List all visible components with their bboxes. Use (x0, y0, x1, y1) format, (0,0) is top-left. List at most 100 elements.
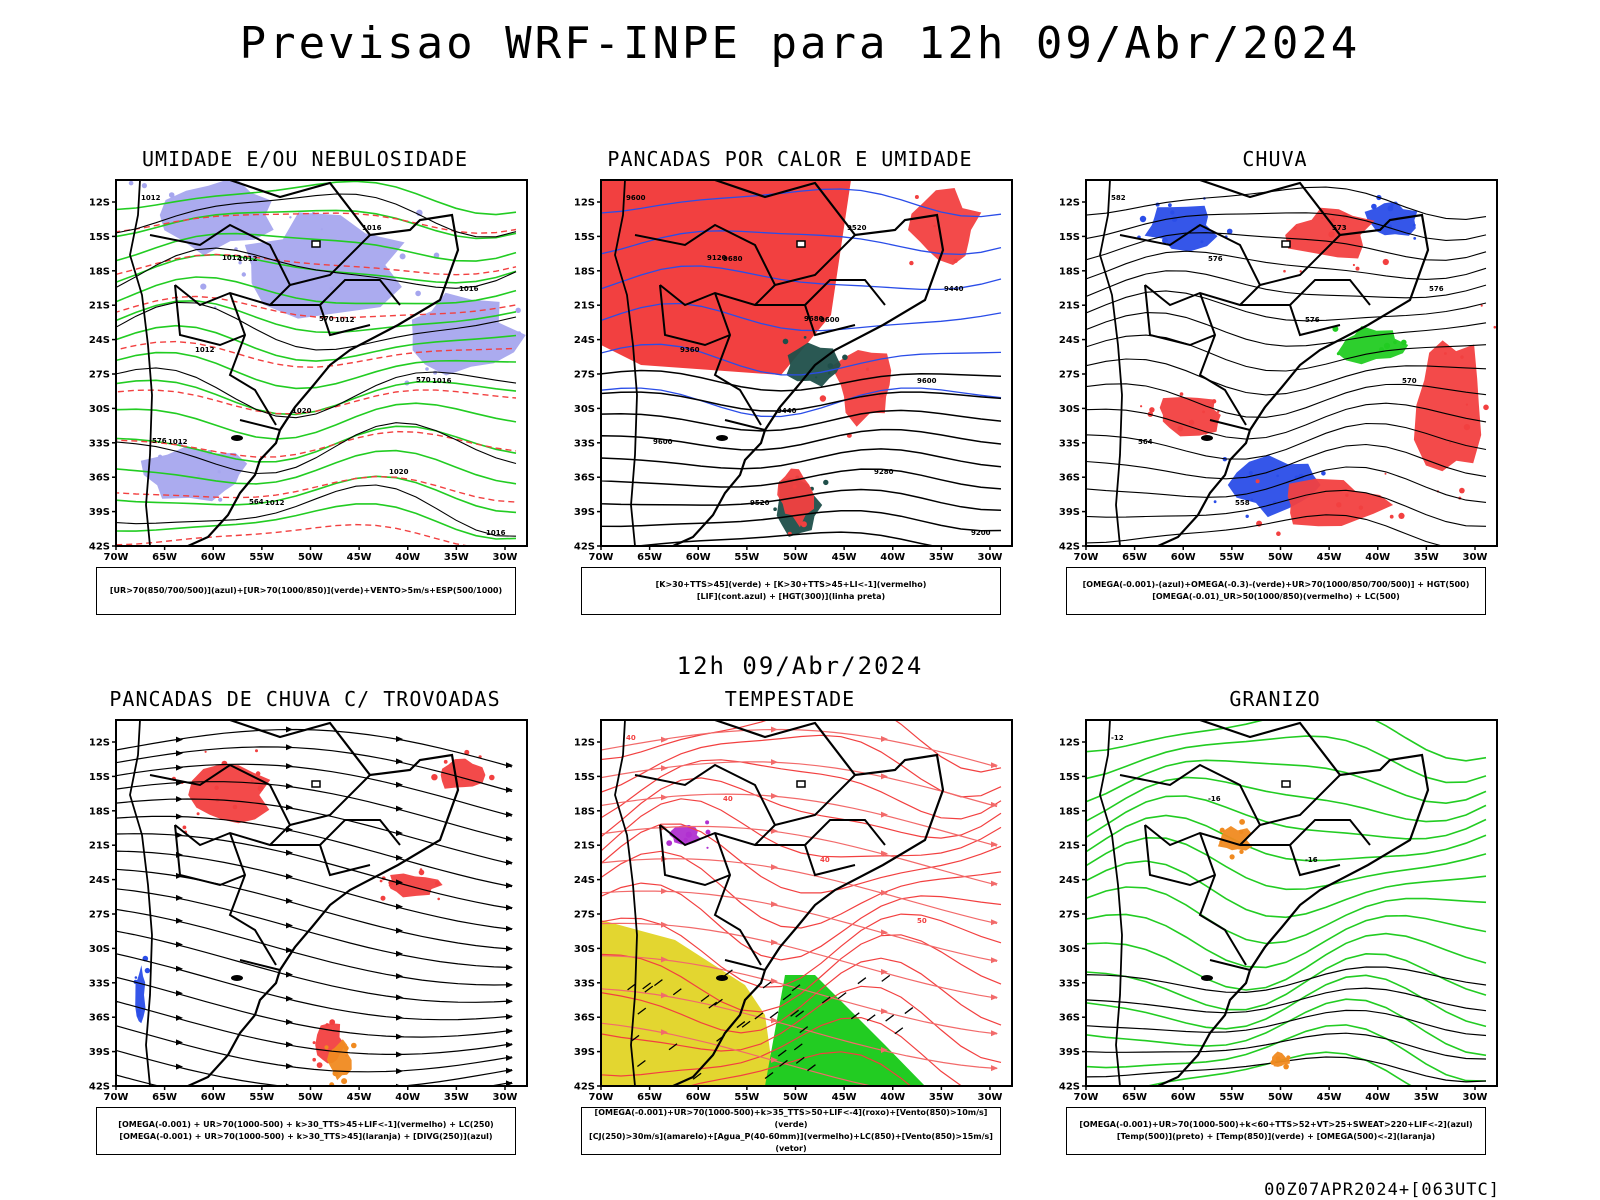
field-speckle (705, 829, 711, 835)
streamline-arrow (286, 849, 293, 856)
lat-label: 27S (574, 910, 595, 921)
lon-label: 55W (249, 1092, 274, 1103)
height-contour (1086, 383, 1487, 418)
streamline-arrow (506, 1013, 513, 1020)
lat-label: 24S (574, 335, 595, 346)
wind-vector (821, 996, 831, 1004)
streamline-arrow (881, 773, 888, 780)
streamline-arrow (286, 804, 293, 811)
field-speckle (434, 881, 440, 886)
field-speckle (1371, 203, 1377, 210)
legend-line-1: [OMEGA(-0.001)+UR>70(1000-500)+k<60+TTS>… (1079, 1120, 1473, 1129)
field-speckle (1358, 505, 1364, 510)
field-speckle (515, 307, 521, 313)
state-border (804, 279, 886, 306)
lon-label: 45W (1317, 1092, 1342, 1103)
field-speckle (325, 1023, 329, 1027)
legend-line-1: [OMEGA(-0.001) + UR>70(1000-500) + k>30_… (118, 1120, 494, 1129)
federal-district (796, 780, 806, 788)
field-speckle (1390, 203, 1394, 207)
lon-label: 55W (734, 1092, 759, 1103)
isoline-label: 9600 (653, 438, 673, 446)
lon-label: 50W (783, 552, 808, 563)
panel-title: UMIDADE E/OU NEBULOSIDADE (141, 147, 469, 171)
field-speckle (1255, 479, 1260, 484)
lon-label: 35W (444, 552, 469, 563)
isoline-label: 9520 (750, 499, 770, 507)
lat-label: 12S (1059, 198, 1080, 209)
field-speckle (1336, 352, 1340, 356)
streamline-arrow (176, 796, 183, 803)
field-area (140, 446, 248, 502)
field-speckle (1387, 205, 1394, 212)
isoline-label: 564 (249, 498, 264, 506)
field-speckle (1276, 531, 1281, 536)
isoline-label: 570 (319, 315, 334, 323)
isoline-label: 576 (152, 437, 167, 445)
temperature-500-contour (1086, 1032, 1487, 1060)
height-contour (1086, 270, 1487, 299)
streamline-arrow (771, 726, 778, 733)
state-border (713, 832, 762, 966)
lat-label: 21S (89, 301, 110, 312)
field-speckle (1463, 424, 1470, 431)
map-umidade: 1012101210121016101210121016101610121020… (89, 179, 528, 563)
state-border (724, 406, 781, 432)
field-speckle (827, 371, 831, 375)
panel-legend: [OMEGA(-0.001) + UR>70(1000-500) + k>30_… (96, 1107, 516, 1155)
humidity-contour (116, 276, 517, 305)
wind-vector (754, 1012, 764, 1020)
streamline-arrow (396, 903, 403, 910)
streamline-arrow (286, 947, 293, 954)
field-speckle (1352, 263, 1355, 267)
lon-label: 65W (152, 1092, 177, 1103)
streamline-arrow (771, 978, 778, 985)
state-border (1240, 844, 1341, 877)
lon-label: 50W (298, 1092, 323, 1103)
wind-vector (692, 1072, 702, 1080)
isoline-label: 9600 (820, 316, 840, 324)
wind-vector (795, 1010, 805, 1018)
lat-label: 36S (1059, 1013, 1080, 1024)
field-speckle (1170, 210, 1175, 215)
panel-title: CHUVA (1242, 147, 1308, 171)
wind-vector (724, 969, 733, 977)
lon-label: 65W (1122, 552, 1147, 563)
field-speckle (433, 252, 440, 259)
streamline-arrow (881, 929, 888, 936)
streamline-arrow (661, 992, 668, 999)
height-contour (601, 448, 1002, 470)
water-contour (601, 734, 1002, 798)
isoline-label: 1012 (238, 255, 258, 263)
field-speckle (443, 759, 448, 764)
lat-label: 15S (89, 772, 110, 783)
state-border (659, 824, 731, 887)
field-speckle (1219, 827, 1225, 833)
wind-vector (644, 985, 654, 993)
field-area (1364, 201, 1418, 236)
state-border (659, 284, 731, 347)
state-border (228, 832, 277, 966)
thickness-contour (116, 212, 517, 234)
streamline (116, 746, 513, 793)
wind-vector (807, 1064, 816, 1072)
lat-label: 12S (89, 738, 110, 749)
field-speckle (1459, 487, 1465, 494)
state-border (1144, 284, 1216, 347)
field-speckle (136, 1009, 141, 1013)
streamline-arrow (506, 811, 513, 818)
legend-line-2: [LIF](cont.azul) + [HGT(300)](linha pret… (696, 592, 886, 601)
state-border (1209, 946, 1266, 972)
streamline-arrow (286, 995, 293, 1002)
field-speckle (1188, 419, 1195, 426)
height-contour (1086, 290, 1487, 322)
coastline (672, 180, 945, 546)
coastline (672, 720, 945, 1086)
humidity-contour (116, 180, 517, 216)
streamline-arrow (506, 1080, 513, 1086)
field-speckle (1355, 266, 1360, 271)
lat-label: 21S (574, 301, 595, 312)
lon-label: 50W (783, 1092, 808, 1103)
streamline-arrow (661, 888, 668, 895)
